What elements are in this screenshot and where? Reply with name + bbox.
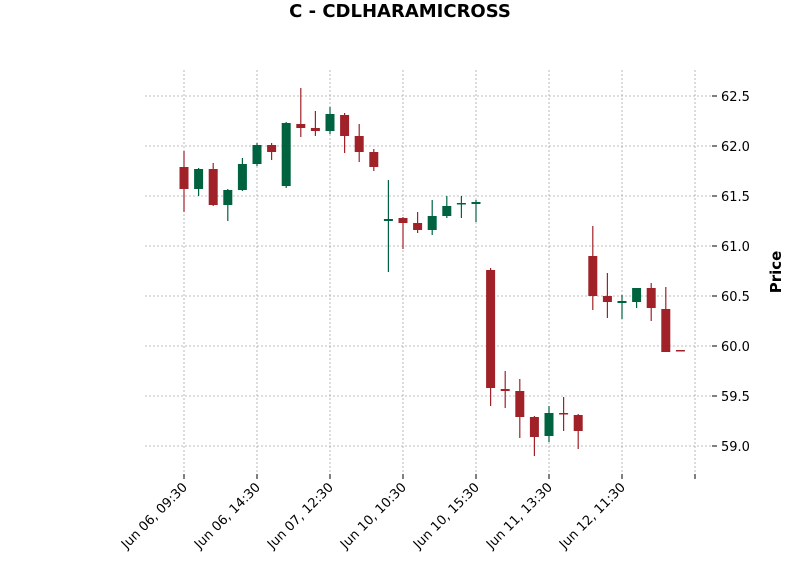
candle-body (515, 391, 525, 417)
candle (194, 168, 204, 196)
candle (369, 149, 379, 171)
candle-body (413, 223, 423, 230)
candle (573, 414, 583, 449)
candle-body (252, 145, 262, 164)
candle (179, 151, 189, 212)
candle-body (281, 123, 291, 186)
y-tick-label: 62.0 (721, 140, 750, 155)
candle (427, 200, 437, 235)
candle-body (267, 145, 277, 152)
candle-body (486, 270, 496, 388)
x-tick-label: Jun 11, 13:30 (483, 480, 556, 553)
candle-body (179, 167, 189, 189)
candle (281, 122, 291, 188)
x-tick-label: Jun 06, 09:30 (118, 480, 191, 553)
candle-body (325, 114, 335, 131)
x-tick-label: Jun 10, 15:30 (410, 480, 483, 553)
candle-body (661, 309, 671, 352)
x-tick-label: Jun 12, 11:30 (556, 480, 629, 553)
candle (515, 379, 525, 438)
y-tick-label: 60.5 (721, 290, 750, 305)
candle (500, 371, 510, 408)
candle-body (310, 128, 320, 131)
y-tick-label: 61.5 (721, 190, 750, 205)
candle (413, 212, 423, 233)
candle-body (456, 203, 466, 205)
y-tick-label: 59.5 (721, 390, 750, 405)
y-tick-label: 61.0 (721, 240, 750, 255)
candle (252, 143, 262, 166)
candle-body (237, 164, 247, 190)
candle (208, 163, 218, 206)
candle (602, 273, 612, 318)
candle-body (208, 169, 218, 205)
candle-body (500, 389, 510, 391)
candle-body (369, 152, 379, 167)
y-axis-label: Price (767, 251, 785, 294)
candle (646, 283, 656, 321)
candle-body (194, 169, 204, 189)
candle-body (529, 417, 539, 437)
candle-body (632, 288, 642, 302)
candle (529, 416, 539, 456)
candle-body (471, 202, 481, 204)
candle (675, 350, 685, 352)
candle (617, 295, 627, 319)
y-tick-label: 59.0 (721, 440, 750, 455)
candle-body (602, 296, 612, 302)
candle (325, 107, 335, 134)
y-tick-label: 62.5 (721, 90, 750, 105)
candle-body (559, 413, 569, 415)
x-tick-label: Jun 06, 14:30 (191, 480, 264, 553)
grid (145, 70, 712, 474)
chart-title: C - CDLHARAMICROSS (289, 1, 511, 22)
candle (471, 200, 481, 222)
candle-body (340, 115, 350, 136)
candle (223, 189, 233, 221)
candle-body (675, 350, 685, 352)
candle (267, 143, 277, 160)
candle (559, 397, 569, 431)
candles (179, 88, 685, 456)
candle-body (573, 415, 583, 431)
candle (588, 226, 598, 310)
candle (486, 268, 496, 406)
candle (456, 196, 466, 218)
candle (237, 158, 247, 191)
candle-body (354, 136, 364, 152)
candle-body (646, 288, 656, 308)
x-tick-label: Jun 07, 12:30 (264, 480, 337, 553)
candle-body (296, 124, 306, 128)
candle-body (544, 413, 554, 436)
y-axis: 59.0 59.5 60.0 60.5 61.0 61.5 62.0 62.5 (712, 90, 750, 455)
candle (442, 196, 452, 218)
candle (340, 113, 350, 153)
x-tick-label: Jun 10, 10:30 (337, 480, 410, 553)
y-tick-label: 60.0 (721, 340, 750, 355)
candle-body (427, 216, 437, 230)
candle (544, 406, 554, 442)
candle-body (223, 190, 233, 205)
candle (398, 217, 408, 249)
candle-body (383, 219, 393, 221)
candle-body (588, 256, 598, 296)
candle (296, 88, 306, 137)
candle (310, 111, 320, 136)
candle (354, 124, 364, 162)
candle (661, 287, 671, 352)
candle (383, 180, 393, 272)
candle (632, 288, 642, 308)
candle-body (617, 301, 627, 303)
candle-body (398, 218, 408, 223)
candle-body (442, 206, 452, 216)
x-axis: Jun 06, 09:30 Jun 06, 14:30 Jun 07, 12:30 J… (118, 474, 696, 553)
